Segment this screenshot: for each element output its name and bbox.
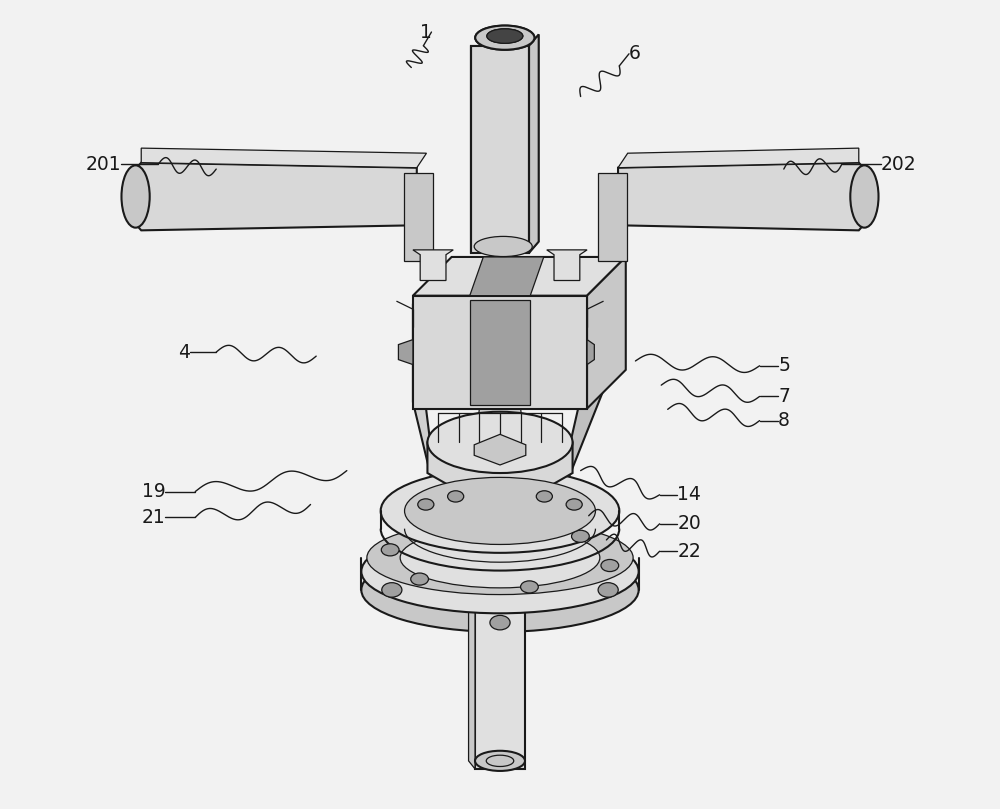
Polygon shape xyxy=(474,434,526,465)
Polygon shape xyxy=(129,163,417,231)
Ellipse shape xyxy=(598,582,618,597)
Ellipse shape xyxy=(361,548,639,632)
Ellipse shape xyxy=(381,469,619,553)
Ellipse shape xyxy=(121,165,150,227)
Ellipse shape xyxy=(475,26,534,50)
Text: 22: 22 xyxy=(677,542,701,561)
Text: 4: 4 xyxy=(178,342,190,362)
Ellipse shape xyxy=(475,26,534,50)
Polygon shape xyxy=(469,559,475,769)
Polygon shape xyxy=(618,148,859,167)
Ellipse shape xyxy=(521,581,538,593)
Ellipse shape xyxy=(601,560,619,572)
Ellipse shape xyxy=(474,236,532,256)
Ellipse shape xyxy=(381,544,399,556)
Polygon shape xyxy=(141,148,426,167)
Text: 19: 19 xyxy=(142,482,165,501)
Ellipse shape xyxy=(850,165,879,227)
Polygon shape xyxy=(413,250,453,281)
Text: 7: 7 xyxy=(778,387,790,406)
Polygon shape xyxy=(470,257,544,295)
Polygon shape xyxy=(413,257,626,295)
Bar xyxy=(471,46,529,253)
Ellipse shape xyxy=(566,499,582,510)
Polygon shape xyxy=(427,443,573,488)
Ellipse shape xyxy=(487,29,523,44)
Polygon shape xyxy=(587,340,594,365)
Ellipse shape xyxy=(418,499,434,510)
Text: 8: 8 xyxy=(778,411,790,430)
Bar xyxy=(475,567,525,769)
Polygon shape xyxy=(404,173,433,261)
Ellipse shape xyxy=(382,582,402,597)
Ellipse shape xyxy=(487,29,523,44)
Ellipse shape xyxy=(367,521,633,595)
Ellipse shape xyxy=(490,616,510,630)
Text: 21: 21 xyxy=(142,508,165,527)
Polygon shape xyxy=(587,257,626,409)
Polygon shape xyxy=(569,285,606,477)
Text: 14: 14 xyxy=(677,485,701,504)
Ellipse shape xyxy=(400,527,600,588)
Ellipse shape xyxy=(427,412,573,473)
Bar xyxy=(471,46,529,253)
Polygon shape xyxy=(598,173,627,261)
Polygon shape xyxy=(529,35,539,253)
Text: 20: 20 xyxy=(677,515,701,533)
Polygon shape xyxy=(529,35,539,253)
Text: 5: 5 xyxy=(778,356,790,375)
Text: 201: 201 xyxy=(85,155,121,174)
Ellipse shape xyxy=(462,523,479,535)
Text: 202: 202 xyxy=(881,155,916,174)
Polygon shape xyxy=(618,163,871,231)
Ellipse shape xyxy=(411,573,428,585)
Polygon shape xyxy=(413,295,587,409)
Text: 6: 6 xyxy=(629,44,641,63)
Polygon shape xyxy=(475,404,525,451)
Ellipse shape xyxy=(475,751,525,771)
Ellipse shape xyxy=(572,530,589,542)
Text: 1: 1 xyxy=(420,23,431,41)
Ellipse shape xyxy=(490,550,510,565)
Ellipse shape xyxy=(536,491,552,502)
Ellipse shape xyxy=(448,491,464,502)
Polygon shape xyxy=(547,250,587,281)
Bar xyxy=(470,299,530,404)
Polygon shape xyxy=(413,303,431,477)
Ellipse shape xyxy=(405,477,595,544)
Ellipse shape xyxy=(361,529,639,613)
Polygon shape xyxy=(398,340,413,365)
